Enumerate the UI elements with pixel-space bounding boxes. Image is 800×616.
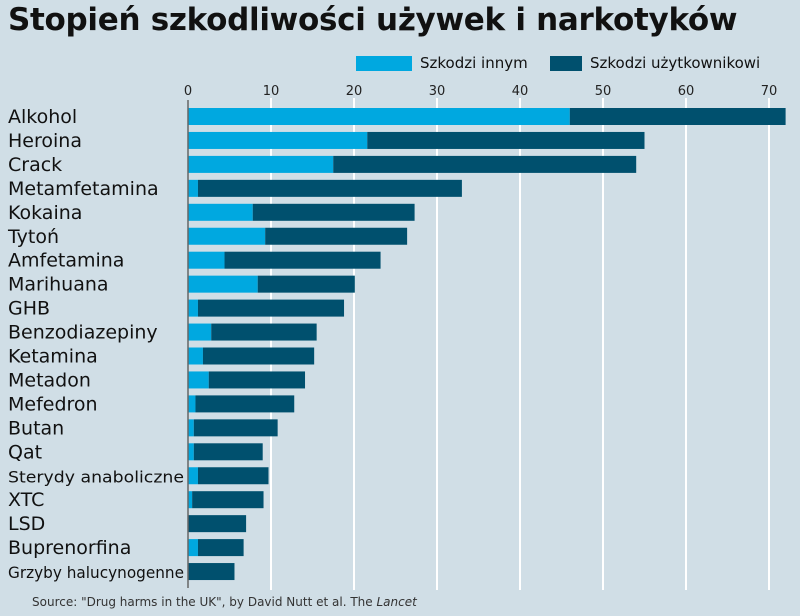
bar-others <box>188 419 194 437</box>
bar-others <box>188 108 570 125</box>
bar-others <box>188 443 194 461</box>
category-label: XTC <box>8 489 44 511</box>
category-label: Alkohol <box>8 106 77 128</box>
bar-others <box>188 467 198 485</box>
bar-others <box>188 203 253 221</box>
category-label: Benzodiazepiny <box>8 322 158 344</box>
legend-item-others: Szkodzi innym <box>356 54 528 72</box>
category-label: Marihuana <box>8 274 109 296</box>
bar-others <box>188 131 368 149</box>
x-tick-label: 70 <box>761 84 778 99</box>
category-label: GHB <box>8 298 50 320</box>
source-journal: Lancet <box>376 595 417 609</box>
bar-users <box>367 131 645 149</box>
bar-others <box>188 395 196 413</box>
category-label: Mefedron <box>8 393 98 415</box>
bar-users <box>193 443 263 461</box>
bar-users <box>188 563 235 581</box>
legend-label-users: Szkodzi użytkownikowi <box>590 54 761 72</box>
bar-users <box>569 108 786 125</box>
bar-others <box>188 179 198 197</box>
category-label: Crack <box>8 154 62 176</box>
category-label: Sterydy anaboliczne <box>8 467 184 486</box>
bar-others <box>188 347 203 365</box>
bar-others <box>188 299 198 317</box>
bar-users <box>195 395 295 413</box>
source-text: Source: "Drug harms in the UK", by David… <box>32 595 377 609</box>
bar-others <box>188 539 198 557</box>
bar-others <box>188 251 225 269</box>
x-tick-label: 50 <box>595 84 612 99</box>
source-note: Source: "Drug harms in the UK", by David… <box>32 595 417 609</box>
bar-users <box>208 371 306 389</box>
category-label: Metamfetamina <box>8 178 159 200</box>
x-tick-label: 10 <box>263 84 280 99</box>
legend: Szkodzi innym Szkodzi użytkownikowi <box>0 54 800 76</box>
bar-users <box>333 155 637 173</box>
category-label: Grzyby halucynogenne <box>8 563 184 582</box>
category-label: Amfetamina <box>8 250 124 272</box>
bar-users <box>193 419 278 437</box>
bar-users <box>252 203 415 221</box>
legend-label-others: Szkodzi innym <box>420 54 528 72</box>
bar-users <box>197 299 345 317</box>
x-tick-label: 20 <box>346 84 363 99</box>
category-label: Ketamina <box>8 346 98 368</box>
category-label: Buprenorfina <box>8 537 131 559</box>
x-tick-label: 60 <box>678 84 695 99</box>
bar-users <box>197 467 269 485</box>
x-tick-label: 0 <box>184 84 192 99</box>
bar-others <box>188 275 258 293</box>
bar-others <box>188 323 212 341</box>
category-label: Tytoń <box>7 226 59 248</box>
bar-others <box>188 491 193 509</box>
legend-swatch-others <box>356 55 412 71</box>
bar-users <box>265 227 408 245</box>
bar-users <box>188 515 247 533</box>
bar-users <box>202 347 315 365</box>
legend-item-users: Szkodzi użytkownikowi <box>550 54 760 72</box>
bar-others <box>188 227 266 245</box>
bar-others <box>188 155 334 173</box>
bar-users <box>197 179 462 197</box>
bar-users <box>224 251 381 269</box>
bar-others <box>188 371 209 389</box>
bar-users <box>257 275 355 293</box>
category-label: Heroina <box>8 130 82 152</box>
x-tick-label: 30 <box>429 84 446 99</box>
x-tick-label: 40 <box>512 84 529 99</box>
chart-title: Stopień szkodliwości używek i narkotyków <box>8 2 738 38</box>
bar-users <box>211 323 317 341</box>
bar-users <box>192 491 264 509</box>
category-label: Kokaina <box>8 202 82 224</box>
category-label: Metadon <box>8 369 91 391</box>
legend-swatch-users <box>550 55 582 71</box>
category-label: Qat <box>8 441 42 463</box>
bar-users <box>197 539 244 557</box>
category-label: LSD <box>8 513 45 535</box>
category-label: Butan <box>8 417 64 439</box>
